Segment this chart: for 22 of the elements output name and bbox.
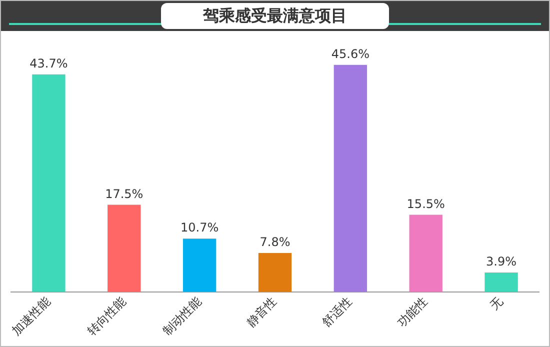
data-label: 17.5% <box>105 186 144 201</box>
bar <box>484 272 518 292</box>
data-label: 7.8% <box>260 235 290 250</box>
bar <box>409 214 442 292</box>
x-tick-label: 制动性能 <box>160 294 204 338</box>
bar <box>32 74 66 292</box>
chart-title: 驾乘感受最满意项目 <box>161 3 389 29</box>
x-tick-label: 功能性 <box>394 294 430 330</box>
data-label: 43.7% <box>30 56 68 70</box>
bar <box>334 64 368 292</box>
x-tick-label: 舒适性 <box>319 294 355 330</box>
data-label: 15.5% <box>406 196 445 211</box>
x-tick-label: 静音性 <box>244 294 280 330</box>
data-label: 3.9% <box>486 254 517 269</box>
bar <box>108 204 141 292</box>
x-tick-label: 无 <box>487 294 506 313</box>
x-tick-label: 转向性能 <box>84 294 128 338</box>
x-tick-label: 加速性能 <box>9 294 54 338</box>
data-label: 45.6% <box>331 47 370 62</box>
bar <box>258 253 292 292</box>
data-label: 10.7% <box>180 220 219 235</box>
bar <box>182 238 216 292</box>
